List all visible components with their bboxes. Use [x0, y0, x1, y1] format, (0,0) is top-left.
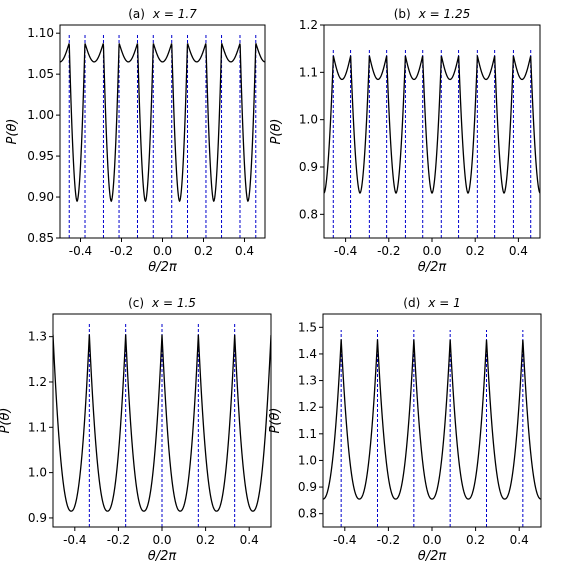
y-tick-label: 0.95 — [27, 149, 54, 163]
y-axis-label: P(θ) — [269, 119, 284, 145]
panel-title: (b) x = 1.25 — [394, 7, 471, 21]
panel-c: -0.4 -0.2 0.0 0.2 0.4 0.9 1.0 1.1 1.2 1.3 θ/2π P(θ)… — [0, 296, 272, 564]
y-axis-label: P(θ) — [5, 119, 20, 145]
y-tick-label: 1.00 — [27, 108, 54, 122]
y-tick-label: 1.1 — [298, 427, 317, 441]
y-tick-label: 1.3 — [298, 374, 317, 388]
panel-parameter: x = 1.5 — [151, 296, 196, 310]
y-tick-label: 1.0 — [28, 466, 47, 480]
x-tick-label: 0.4 — [509, 244, 528, 258]
panel-title: (d) x = 1 — [403, 296, 460, 310]
y-tick-label: 1.0 — [298, 453, 317, 467]
plot-frame — [59, 24, 266, 239]
y-tick-label: 0.8 — [299, 207, 318, 221]
x-axis-label: θ/2π — [418, 549, 447, 564]
panel-b: -0.4 -0.2 0.0 0.2 0.4 0.8 0.9 1.0 1.1 1.2 θ/2π P(θ)… — [269, 7, 541, 275]
x-tick-label: -0.2 — [377, 244, 400, 258]
x-axis-label: θ/2π — [148, 549, 177, 564]
y-tick-label: 1.05 — [27, 67, 54, 81]
x-tick-label: 0.4 — [240, 533, 259, 547]
x-tick-label: 0.2 — [194, 244, 213, 258]
x-tick-label: -0.2 — [377, 533, 400, 547]
x-tick-label: 0.0 — [422, 533, 441, 547]
panel-parameter: x = 1.25 — [418, 7, 471, 21]
x-tick-label: -0.4 — [63, 533, 86, 547]
y-tick-label: 0.90 — [27, 190, 54, 204]
x-tick-label: 0.2 — [466, 244, 485, 258]
y-tick-label: 1.4 — [298, 347, 317, 361]
panel-title: (c) x = 1.5 — [128, 296, 196, 310]
panel-parameter: x = 1.7 — [152, 7, 197, 21]
y-tick-label: 1.2 — [299, 18, 318, 32]
y-tick-label: 1.0 — [299, 113, 318, 127]
plot-frame — [323, 24, 541, 239]
x-tick-label: -0.2 — [107, 533, 130, 547]
data-curve — [323, 339, 541, 500]
panel-label: (c) — [128, 296, 144, 310]
x-tick-label: 0.4 — [235, 244, 254, 258]
x-axis-label: θ/2π — [418, 260, 447, 275]
data-curve — [53, 334, 271, 512]
x-tick-label: 0.0 — [153, 244, 172, 258]
panel-label: (d) — [403, 296, 420, 310]
y-tick-label: 0.9 — [28, 511, 47, 525]
x-tick-label: 0.2 — [196, 533, 215, 547]
y-tick-label: 0.9 — [298, 480, 317, 494]
panel-parameter: x = 1 — [427, 296, 460, 310]
panel-a: -0.4 -0.2 0.0 0.2 0.4 0.85 0.90 0.95 1.00 1.05 1.1… — [5, 7, 266, 275]
panel-label: (a) — [128, 7, 145, 21]
y-tick-label: 0.8 — [298, 507, 317, 521]
x-tick-label: -0.4 — [333, 533, 356, 547]
x-tick-label: 0.0 — [422, 244, 441, 258]
x-axis-label: θ/2π — [148, 260, 177, 275]
x-tick-label: 0.2 — [466, 533, 485, 547]
data-curve — [60, 43, 265, 203]
y-tick-label: 1.5 — [298, 320, 317, 334]
x-tick-label: -0.4 — [69, 244, 92, 258]
y-tick-label: 0.9 — [299, 160, 318, 174]
x-tick-label: -0.4 — [334, 244, 357, 258]
y-tick-label: 1.2 — [28, 375, 47, 389]
panel-d: -0.4 -0.2 0.0 0.2 0.4 0.8 0.9 1.0 1.1 1.2 1.3 1.4 1.… — [268, 296, 542, 564]
y-tick-label: 1.10 — [27, 26, 54, 40]
panel-title: (a) x = 1.7 — [128, 7, 197, 21]
x-tick-label: -0.2 — [110, 244, 133, 258]
y-tick-label: 1.1 — [28, 420, 47, 434]
x-tick-label: 0.4 — [510, 533, 529, 547]
y-tick-label: 1.1 — [299, 65, 318, 79]
y-axis-label: P(θ) — [0, 408, 13, 434]
y-axis-label: P(θ) — [268, 408, 283, 434]
panel-label: (b) — [394, 7, 411, 21]
x-tick-label: 0.0 — [152, 533, 171, 547]
y-tick-label: 1.2 — [298, 400, 317, 414]
data-curve — [324, 54, 540, 194]
y-tick-label: 1.3 — [28, 330, 47, 344]
y-tick-label: 0.85 — [27, 231, 54, 245]
